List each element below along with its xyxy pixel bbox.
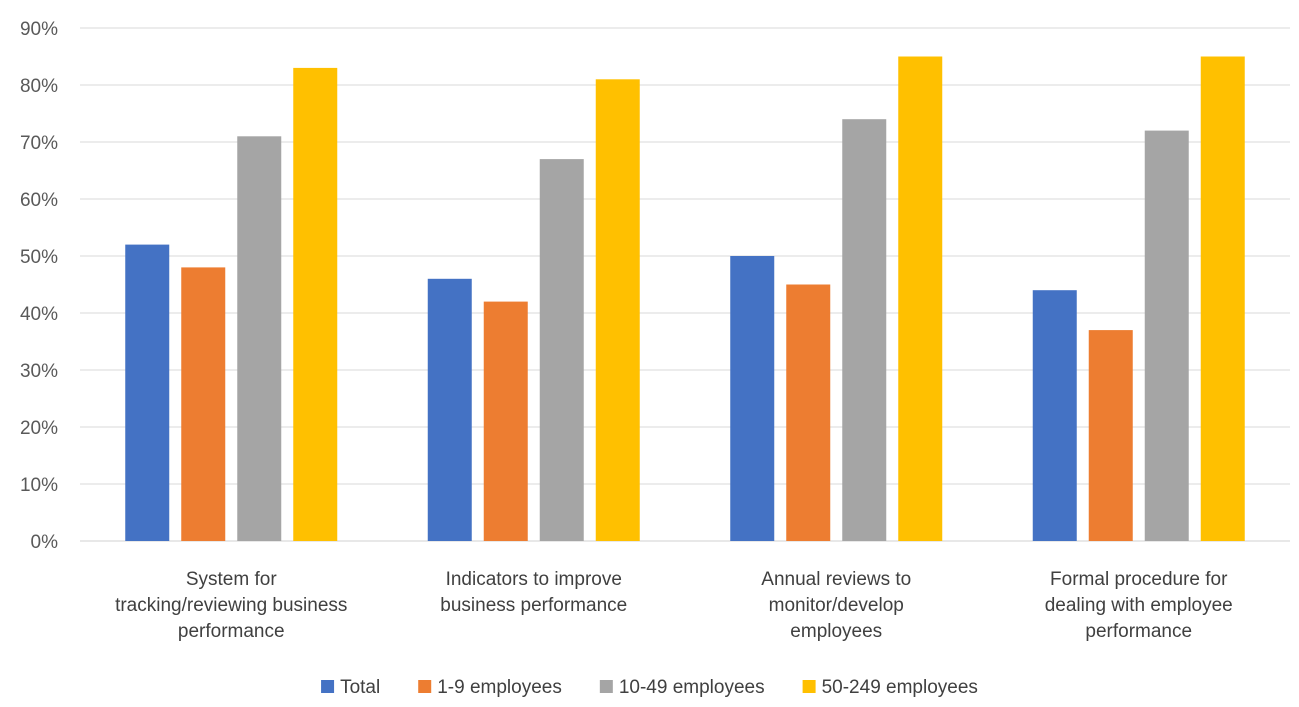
y-tick-label: 80% bbox=[20, 76, 58, 97]
bar bbox=[293, 67, 338, 542]
bar bbox=[539, 159, 584, 541]
bar bbox=[1032, 290, 1077, 541]
legend-swatch bbox=[321, 680, 335, 693]
bar bbox=[1088, 330, 1133, 541]
y-tick-label: 0% bbox=[31, 532, 59, 553]
bars bbox=[125, 56, 1245, 542]
x-category-label: Indicators to improve business performanc… bbox=[440, 569, 627, 616]
legend-swatch bbox=[802, 680, 816, 693]
bar bbox=[483, 301, 528, 541]
x-category-label: Formal procedure for dealing with employe… bbox=[1045, 569, 1233, 642]
bar bbox=[842, 119, 887, 541]
y-tick-label: 20% bbox=[20, 418, 58, 439]
bar bbox=[786, 284, 831, 541]
bar bbox=[1144, 130, 1189, 541]
grid-lines bbox=[80, 27, 1290, 542]
bar bbox=[181, 267, 226, 541]
legend-label: 50-249 employees bbox=[822, 677, 978, 698]
y-tick-label: 70% bbox=[20, 133, 58, 154]
y-tick-label: 10% bbox=[20, 475, 58, 496]
legend-swatch bbox=[418, 680, 432, 693]
bar bbox=[1200, 56, 1245, 541]
bar bbox=[237, 136, 282, 542]
bar bbox=[125, 244, 170, 541]
x-category-label: System for tracking/reviewing business per… bbox=[115, 569, 347, 642]
y-tick-label: 60% bbox=[20, 190, 58, 211]
legend-label: 1-9 employees bbox=[437, 677, 562, 698]
bar bbox=[730, 256, 775, 541]
legend-swatch bbox=[599, 680, 613, 693]
legend-label: 10-49 employees bbox=[619, 677, 765, 698]
legend-label: Total bbox=[340, 677, 380, 698]
bar bbox=[595, 79, 640, 542]
legend: Total 1-9 employees 10-49 employees 50-249 … bbox=[321, 677, 978, 698]
x-category-label: Annual reviews to monitor/develop employee… bbox=[761, 569, 911, 642]
x-axis: System for tracking/reviewing business per… bbox=[115, 569, 1233, 642]
y-tick-label: 90% bbox=[20, 19, 58, 40]
bar bbox=[898, 56, 943, 541]
y-tick-label: 40% bbox=[20, 304, 58, 325]
y-axis: 0% 10% 20% 30% 40% 50% 60% 70% 80% 90% bbox=[20, 19, 58, 553]
y-tick-label: 30% bbox=[20, 361, 58, 382]
bar bbox=[427, 278, 472, 541]
y-tick-label: 50% bbox=[20, 247, 58, 268]
